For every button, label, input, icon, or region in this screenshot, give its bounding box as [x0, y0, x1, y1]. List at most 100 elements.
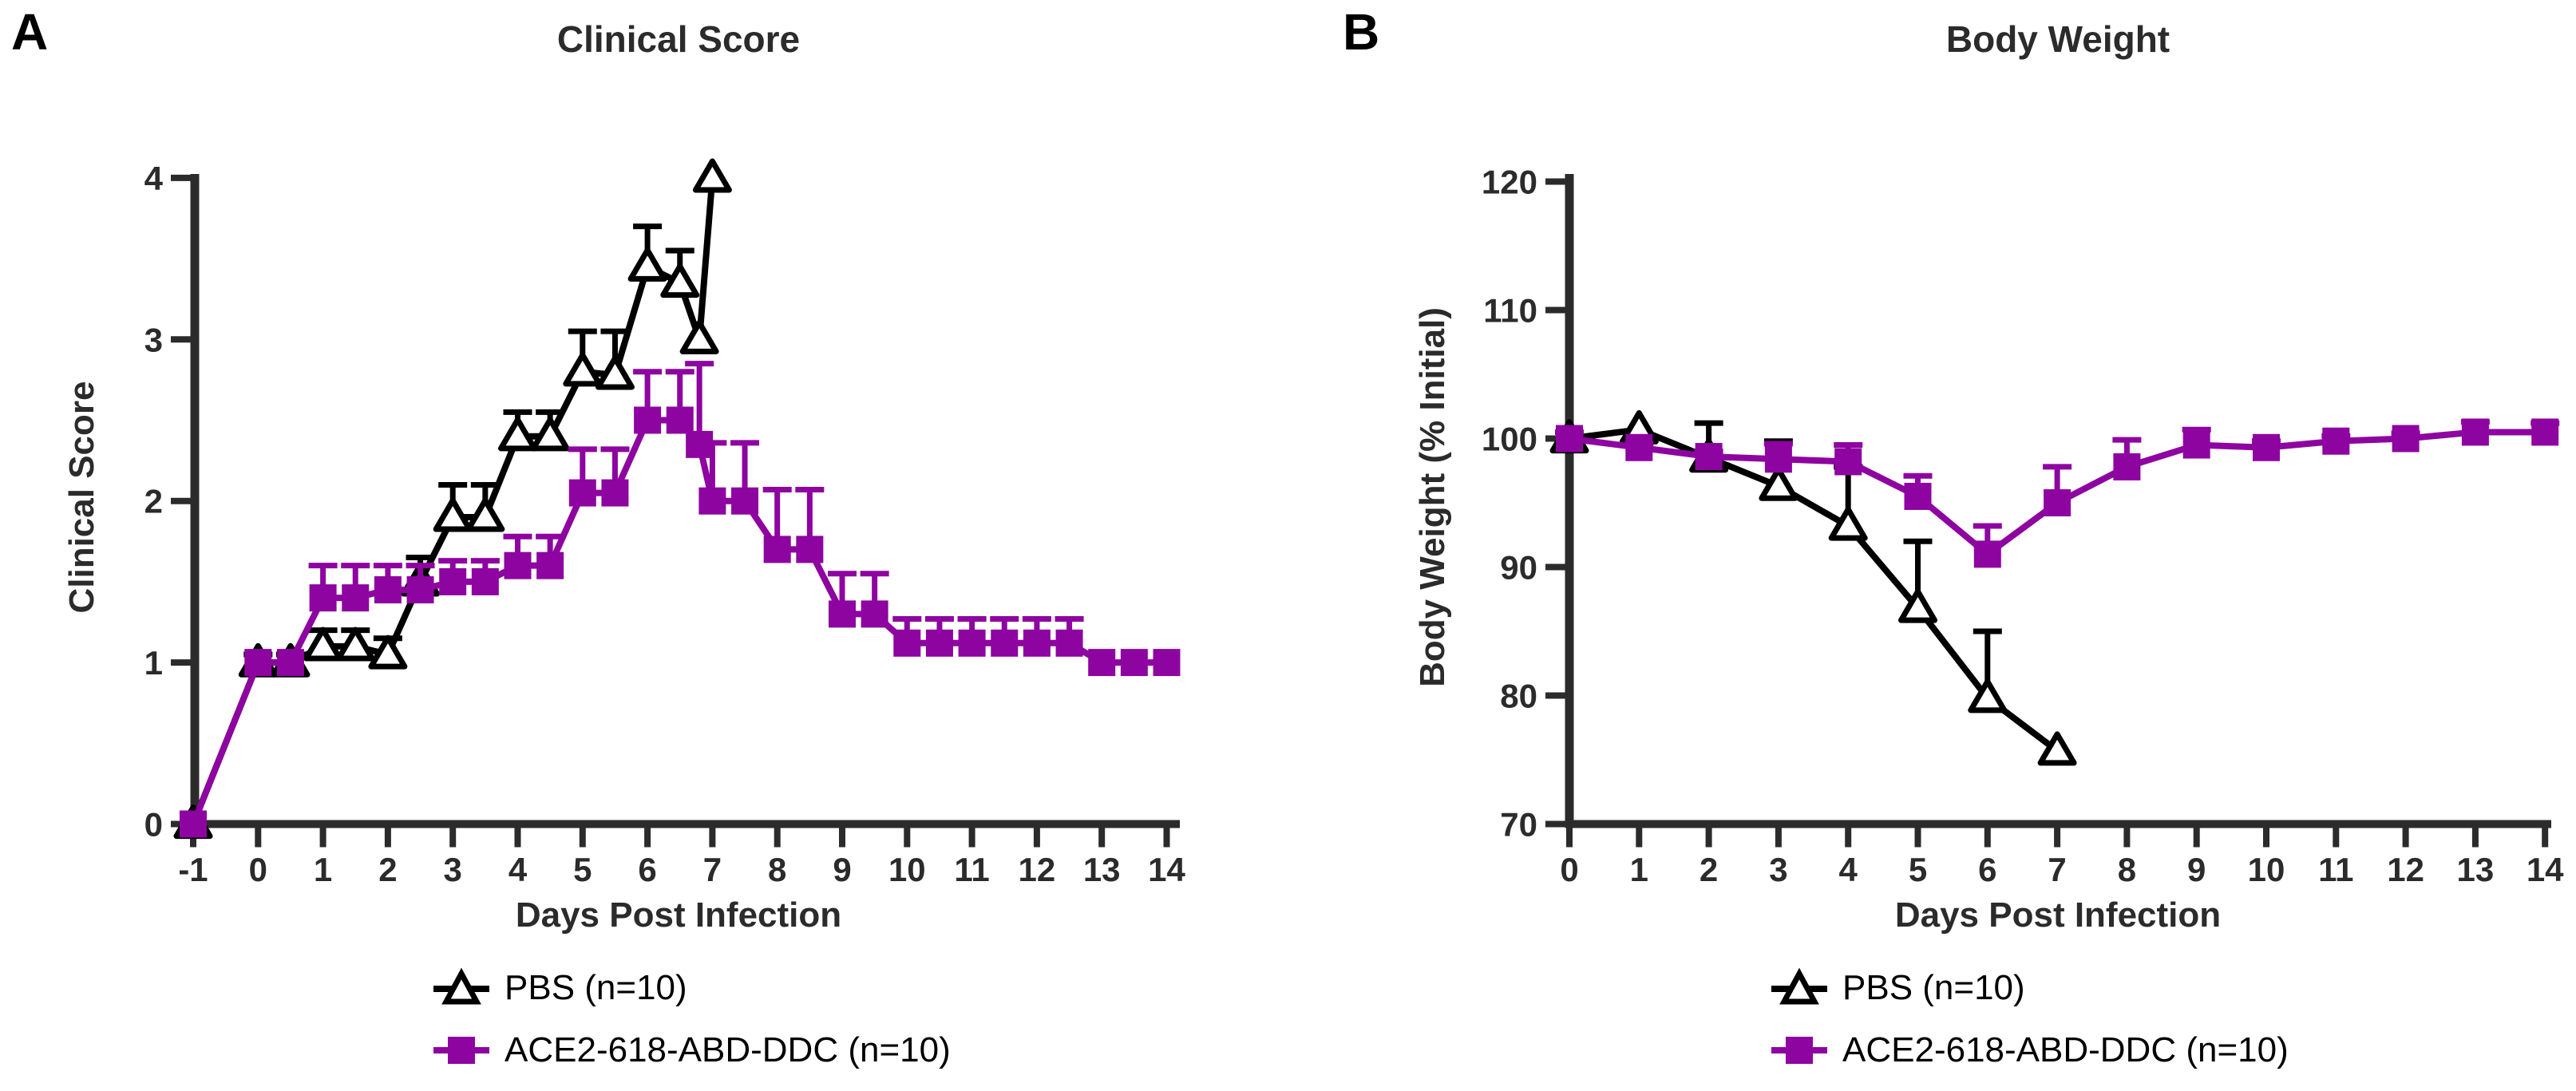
- square-marker: [861, 600, 888, 628]
- x-tick-label: 11: [2318, 851, 2353, 888]
- x-tick-label: 13: [1083, 851, 1121, 888]
- x-tick-label: 11: [954, 851, 989, 888]
- triangle-marker: [303, 627, 343, 662]
- y-tick-label: 120: [1482, 164, 1537, 201]
- square-marker: [2253, 433, 2280, 461]
- x-tick-label: 14: [2527, 851, 2564, 888]
- square-marker: [666, 406, 694, 434]
- square-marker: [2044, 489, 2071, 516]
- square-marker: [1120, 649, 1148, 677]
- y-tick-label: 100: [1482, 421, 1537, 458]
- y-tick-label: 80: [1500, 678, 1537, 715]
- square-marker: [1695, 443, 1723, 471]
- legend-item-pbs: PBS (n=10): [431, 967, 951, 1009]
- legend-label-ace2: ACE2-618-ABD-DDC (n=10): [1842, 1030, 2289, 1069]
- x-tick-label: 10: [2248, 851, 2285, 888]
- x-tick-label: 4: [508, 851, 528, 888]
- triangle-marker: [1828, 506, 1868, 541]
- square-marker: [536, 551, 564, 579]
- square-marker: [180, 810, 207, 838]
- square-marker: [309, 584, 337, 612]
- square-marker: [893, 629, 921, 657]
- triangle-marker: [692, 158, 732, 193]
- square-marker: [925, 629, 953, 657]
- square-marker: [504, 551, 532, 579]
- triangle-marker: [465, 497, 505, 532]
- ace2-square-icon: [433, 1037, 489, 1064]
- square-marker: [1556, 425, 1583, 453]
- triangle-marker: [1759, 466, 1798, 501]
- square-marker: [2322, 427, 2350, 455]
- panel-letter-b: B: [1343, 3, 1380, 61]
- square-marker: [1625, 433, 1653, 461]
- legend-label-pbs: PBS (n=10): [505, 968, 687, 1007]
- x-tick-label: 13: [2457, 851, 2495, 888]
- x-tick-label: 4: [1839, 851, 1858, 888]
- square-marker: [1904, 482, 1932, 510]
- legend-label-ace2: ACE2-618-ABD-DDC (n=10): [505, 1030, 951, 1069]
- legend-item-ace2: ACE2-618-ABD-DDC (n=10): [431, 1030, 951, 1071]
- x-tick-label: 2: [1700, 851, 1718, 888]
- legend-item-pbs: PBS (n=10): [1769, 967, 2289, 1009]
- panel-letter-a: A: [11, 3, 49, 61]
- square-marker: [1055, 629, 1083, 657]
- x-tick-label: 1: [1630, 851, 1648, 888]
- x-tick-label: 2: [378, 851, 397, 888]
- square-marker: [568, 479, 596, 507]
- square-marker: [2531, 418, 2559, 446]
- square-marker: [1973, 540, 2001, 568]
- series-line: [190, 417, 1167, 825]
- ace2-square-icon: [1771, 1037, 1827, 1064]
- x-tick-label: 0: [1560, 851, 1578, 888]
- triangle-marker: [627, 247, 667, 282]
- square-marker: [763, 536, 791, 563]
- x-tick-label: 5: [1909, 851, 1927, 888]
- x-tick-label: 7: [2048, 851, 2066, 888]
- triangle-marker: [660, 263, 700, 298]
- y-tick-label: 0: [144, 806, 163, 844]
- legend-item-ace2: ACE2-618-ABD-DDC (n=10): [1769, 1030, 2289, 1071]
- triangle-marker: [1898, 588, 1937, 623]
- square-marker: [439, 567, 467, 595]
- square-marker: [634, 406, 662, 434]
- y-tick-label: 70: [1500, 806, 1537, 844]
- x-tick-label: 12: [1019, 851, 1056, 888]
- square-marker: [698, 487, 726, 515]
- square-marker: [471, 567, 499, 595]
- chart-a-x-axis-title: Days Post Infection: [515, 895, 842, 935]
- triangle-marker: [1968, 678, 2008, 713]
- y-tick-label: 4: [144, 160, 164, 197]
- x-tick-label: -1: [178, 851, 208, 888]
- square-marker: [1088, 649, 1116, 677]
- square-marker: [2182, 431, 2210, 459]
- y-tick-label: 90: [1500, 549, 1537, 587]
- legend-label-pbs: PBS (n=10): [1842, 968, 2025, 1007]
- x-tick-label: 5: [573, 851, 592, 888]
- square-marker: [342, 584, 370, 612]
- square-marker: [1764, 445, 1792, 473]
- square-marker: [686, 430, 714, 458]
- square-marker: [406, 576, 434, 604]
- square-marker: [374, 576, 402, 604]
- pbs-triangle-icon: [1771, 967, 1827, 1005]
- triangle-marker: [368, 634, 408, 670]
- pbs-triangle-icon: [433, 967, 489, 1005]
- triangle-marker: [498, 417, 537, 452]
- square-marker: [829, 600, 856, 628]
- square-marker: [958, 629, 986, 657]
- square-marker: [1834, 448, 1862, 476]
- square-marker: [1023, 629, 1051, 657]
- square-marker: [991, 629, 1019, 657]
- chart-a-title: Clinical Score: [556, 18, 801, 60]
- y-tick-label: 3: [144, 321, 163, 358]
- x-tick-label: 12: [2387, 851, 2424, 888]
- x-tick-label: 6: [1978, 851, 1996, 888]
- legend-panel-a: PBS (n=10) ACE2-618-ABD-DDC (n=10): [431, 967, 951, 1071]
- x-tick-label: 14: [1148, 851, 1185, 888]
- x-tick-label: 9: [2187, 851, 2206, 888]
- x-tick-label: 1: [314, 851, 332, 888]
- square-marker: [1153, 649, 1181, 677]
- square-marker: [796, 536, 824, 563]
- triangle-marker: [335, 627, 375, 662]
